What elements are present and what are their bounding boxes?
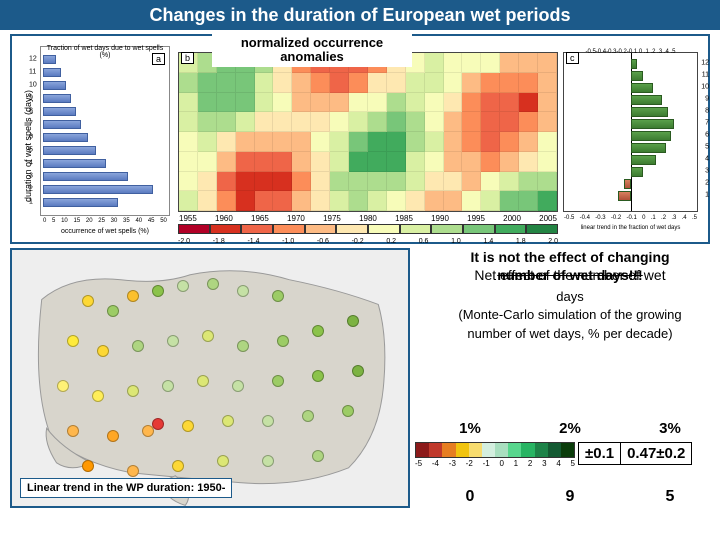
panel-c-label: c bbox=[566, 52, 579, 64]
bottom-legend-ticks: -5-4-3-2-1012345 bbox=[415, 459, 575, 468]
headline-overlap: number of wet days!!! Net effect of the … bbox=[420, 266, 720, 302]
colorbar bbox=[178, 224, 558, 234]
panel-a-title: Traction of wet days due to wet spells (… bbox=[41, 45, 169, 59]
percent-row: 1% 2% 3% bbox=[420, 420, 720, 437]
panel-a: Traction of wet days due to wet spells (… bbox=[40, 46, 170, 216]
page-title: Changes in the duration of European wet … bbox=[0, 0, 720, 30]
zero-1: 0 bbox=[420, 488, 520, 506]
panel-b-xaxis: 1955196019651970197519801985199019952000… bbox=[179, 214, 557, 223]
panel-c-xaxis: -0.5-0.4-0.3-0.2-0.10.1.2.3.4.5 bbox=[564, 215, 697, 221]
panel-c-xlabel: linear trend in the fraction of wet days bbox=[564, 225, 697, 231]
panel-b-label: b bbox=[181, 52, 194, 64]
panel-c: -0.5-0.4-0.3-0.2-0.1 0 .1 .2 .3 .4 .5 12… bbox=[563, 52, 698, 212]
top-subtitle: normalized occurrence anomalies bbox=[212, 34, 412, 67]
panel-area: duration of wet spells (days) Traction o… bbox=[18, 42, 702, 236]
map-caption: Linear trend in the WP duration: 1950- bbox=[20, 478, 232, 498]
bottom-color-legend bbox=[415, 442, 575, 458]
headline-line5: number of wet days, % per decade) bbox=[420, 326, 720, 343]
top-figure-block: normalized occurrence anomalies duration… bbox=[10, 34, 710, 244]
pct-3: 3% bbox=[620, 420, 720, 437]
panel-b-heatmap: 1955196019651970197519801985199019952000… bbox=[178, 52, 558, 212]
table-cell-2: 0.47±0.2 bbox=[621, 443, 692, 465]
zero-3: 5 bbox=[620, 488, 720, 506]
zero-row: 0 9 5 bbox=[420, 488, 720, 506]
headline-line1: It is not the effect of changing bbox=[420, 248, 720, 266]
pct-2: 2% bbox=[520, 420, 620, 437]
pct-1: 1% bbox=[420, 420, 520, 437]
colorbar-labels: -2.0-1.8-1.4-1.0-0.6-0.20.20.61.01.41.82… bbox=[178, 238, 558, 245]
headline-text: It is not the effect of changing number … bbox=[420, 248, 720, 343]
panel-a-label: a bbox=[152, 53, 165, 65]
results-table: ±0.1 0.47±0.2 bbox=[578, 442, 692, 465]
headline-over: Net effect of the number of wet bbox=[474, 267, 665, 283]
bottom-area: Linear trend in the WP duration: 1950- I… bbox=[10, 248, 710, 534]
europe-map: Linear trend in the WP duration: 1950- bbox=[10, 248, 410, 508]
heatmap-grid bbox=[179, 53, 557, 211]
panel-a-xticks: 05101520253035404550 bbox=[41, 218, 169, 224]
table-cell-1: ±0.1 bbox=[579, 443, 621, 465]
panel-a-xlabel: occurrence of wet spells (%) bbox=[41, 228, 169, 235]
zero-2: 9 bbox=[520, 488, 620, 506]
headline-line4: (Monte-Carlo simulation of the growing bbox=[420, 307, 720, 324]
